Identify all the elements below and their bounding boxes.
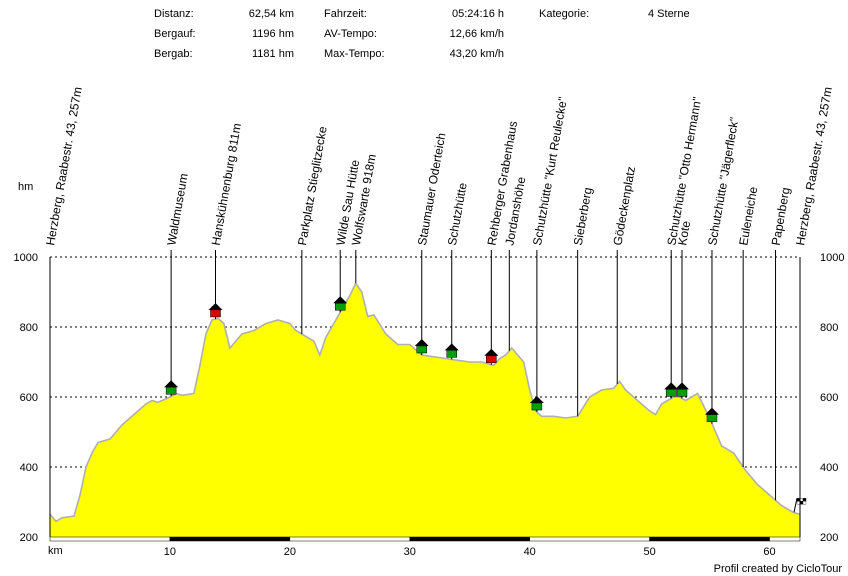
y-tick-label-left: 1000 xyxy=(14,252,38,264)
km-scale-segment xyxy=(649,536,770,542)
descent-label: Bergab: xyxy=(154,48,193,60)
hut-roof-icon xyxy=(333,296,348,304)
avg-speed-label: AV-Tempo: xyxy=(324,28,377,40)
distance-label: Distanz: xyxy=(154,8,194,20)
x-tick-label: 50 xyxy=(643,546,655,558)
y-tick-label-left: 800 xyxy=(20,322,38,334)
km-scale-segment xyxy=(529,536,650,542)
hut-icon xyxy=(165,387,177,395)
x-axis-label: km xyxy=(48,545,63,557)
hut-icon xyxy=(416,345,428,354)
waypoint-label: Herzberg, Raabestr. 43, 257m xyxy=(793,86,835,247)
finish-flag-icon xyxy=(802,498,807,502)
profile-fill xyxy=(50,283,800,537)
y-tick-label-right: 600 xyxy=(820,392,838,404)
hut-roof-icon xyxy=(208,302,223,310)
km-scale-segment xyxy=(49,536,171,542)
y-tick-label-right: 1000 xyxy=(820,252,844,264)
avg-speed-value: 12,66 km/h xyxy=(449,28,504,40)
km-scale-segment xyxy=(409,536,530,542)
y-tick-label-left: 200 xyxy=(20,532,38,544)
waypoint-label: Hanskühnenburg 811m xyxy=(209,122,244,246)
km-scale-segment xyxy=(289,536,411,542)
y-tick-label-right: 400 xyxy=(820,462,838,474)
ascent-value: 1196 hm xyxy=(252,28,294,40)
distance-value: 62,54 km xyxy=(248,8,294,20)
x-tick-label: 30 xyxy=(404,546,416,558)
waypoint-label: Papenberg xyxy=(769,186,793,246)
y-tick-label-right: 200 xyxy=(820,532,838,544)
y-tick-label-left: 400 xyxy=(20,462,38,474)
hut-icon xyxy=(446,350,457,358)
waypoint-label: Staumauer Oderteich xyxy=(415,132,449,247)
waypoint-label: Waldmuseum xyxy=(164,172,190,246)
hut-icon xyxy=(531,402,543,411)
hut-roof-icon xyxy=(704,407,719,415)
waypoint-label: Kote xyxy=(675,219,693,246)
x-tick-label: 40 xyxy=(524,546,536,558)
hut-icon xyxy=(706,414,718,422)
hut-icon xyxy=(334,303,346,311)
max-speed-value: 43,20 km/h xyxy=(449,48,504,60)
hut-icon xyxy=(486,355,497,364)
credit-text: Profil created by CicloTour xyxy=(713,563,842,575)
hut-roof-icon xyxy=(444,343,459,351)
hut-icon xyxy=(676,389,688,397)
waypoint-label: Schutzhütte "Kurt Reulecke" xyxy=(530,96,570,247)
x-tick-label: 10 xyxy=(164,546,176,558)
ascent-label: Bergauf: xyxy=(154,28,196,40)
finish-pole xyxy=(793,498,798,513)
finish-flag-icon xyxy=(802,501,807,505)
waypoint-label: Sieberberg xyxy=(571,186,595,246)
x-tick-label: 60 xyxy=(763,546,775,558)
max-speed-label: Max-Tempo: xyxy=(324,48,385,60)
hut-roof-icon xyxy=(674,382,689,390)
waypoint-label: Euleneiche xyxy=(736,185,760,246)
waypoint-label: Schutzhütte xyxy=(445,181,470,246)
hut-icon xyxy=(665,389,677,397)
y-axis-label: hm xyxy=(18,181,34,193)
y-tick-label-right: 800 xyxy=(820,322,838,334)
hut-roof-icon xyxy=(484,348,499,356)
hut-roof-icon xyxy=(164,380,179,388)
category-value: 4 Sterne xyxy=(648,8,690,20)
waypoint-label: Gödeckenplatz xyxy=(610,165,638,246)
y-tick-label-left: 600 xyxy=(20,392,38,404)
time-value: 05:24:16 h xyxy=(452,8,504,20)
waypoint-label: Herzberg, Raabestr. 43, 257m xyxy=(43,86,85,247)
waypoint-label: Parkplatz Stieglitzecke xyxy=(295,125,330,247)
km-scale-segment xyxy=(169,536,291,542)
waypoint-label: Schutzhütte "Jägerfleck" xyxy=(705,116,741,246)
hut-roof-icon xyxy=(414,339,429,346)
km-scale-segment xyxy=(769,536,801,542)
category-label: Kategorie: xyxy=(539,8,590,20)
profile-line xyxy=(49,281,801,523)
time-label: Fahrzeit: xyxy=(324,8,367,20)
hut-roof-icon xyxy=(529,396,544,404)
profile-area xyxy=(49,281,801,537)
hut-icon xyxy=(210,309,221,318)
axes: 200 200 400 400 600 600 800 800 1000 1000 10 20 30 40… xyxy=(14,252,845,558)
hut-roof-icon xyxy=(664,382,679,390)
x-tick-label: 20 xyxy=(284,546,296,558)
descent-value: 1181 hm xyxy=(252,48,294,60)
